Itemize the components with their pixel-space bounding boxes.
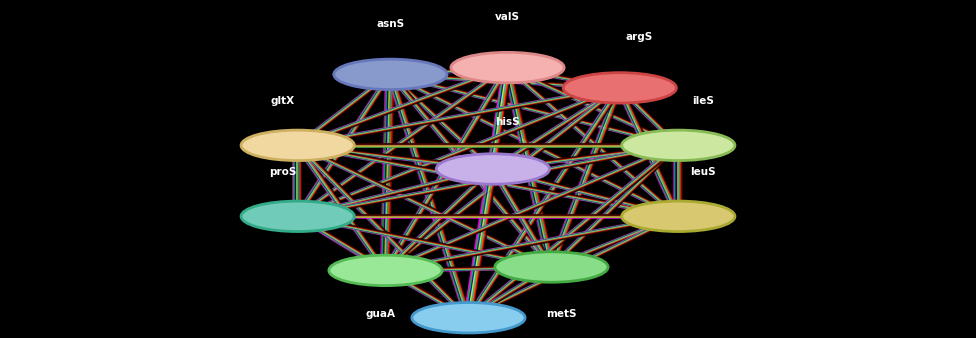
Ellipse shape	[622, 130, 735, 161]
Ellipse shape	[451, 52, 564, 83]
Text: ileS: ileS	[692, 96, 713, 106]
Ellipse shape	[436, 154, 549, 184]
Ellipse shape	[334, 59, 447, 90]
Text: proS: proS	[269, 167, 297, 177]
Text: asnS: asnS	[377, 19, 404, 29]
Text: gltX: gltX	[271, 96, 295, 106]
Text: leuS: leuS	[690, 167, 715, 177]
Text: metS: metS	[546, 309, 577, 319]
Ellipse shape	[622, 201, 735, 232]
Ellipse shape	[563, 73, 676, 103]
Ellipse shape	[241, 130, 354, 161]
Ellipse shape	[495, 252, 608, 282]
Text: guaA: guaA	[366, 309, 395, 319]
Ellipse shape	[329, 255, 442, 286]
Text: hisS: hisS	[495, 117, 520, 127]
Ellipse shape	[412, 303, 525, 333]
Text: valS: valS	[495, 12, 520, 22]
Text: argS: argS	[626, 32, 653, 42]
Ellipse shape	[241, 201, 354, 232]
